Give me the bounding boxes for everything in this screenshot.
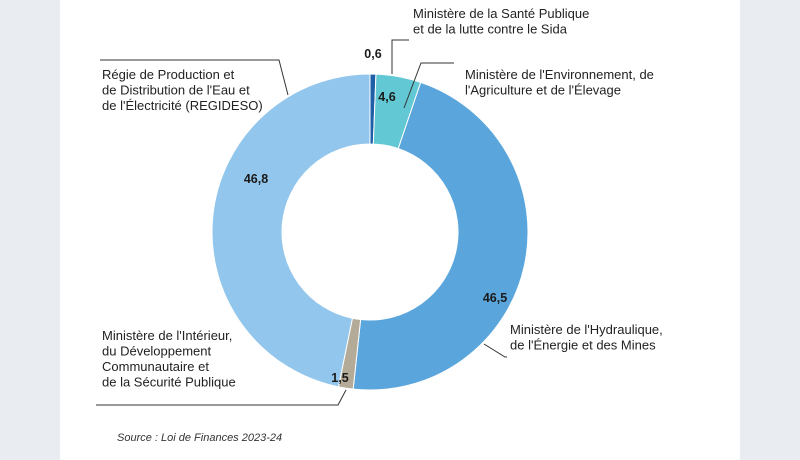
value-label-4: 1,5 (331, 371, 348, 385)
leader-line-1 (391, 39, 409, 74)
value-label-1: 0,6 (364, 47, 381, 61)
donut-slice-5 (211, 73, 371, 388)
slice-label-1: Ministère de la Santé Publique et de la l… (413, 6, 589, 37)
value-label-3: 46,5 (483, 291, 507, 305)
value-label-5: 46,8 (244, 172, 268, 186)
chart-card: 0,6 4,6 46,5 1,5 46,8 Ministère de la Santé … (60, 0, 740, 460)
donut-chart: 0,6 4,6 46,5 1,5 46,8 Ministère de la Santé … (96, 6, 663, 444)
value-label-2: 4,6 (378, 90, 395, 104)
leader-line-5 (100, 59, 289, 96)
donut-slice-3 (352, 81, 529, 391)
slice-label-4: Ministère de l'Intérieur, du Développemen… (102, 328, 236, 390)
slice-label-2: Ministère de l'Environnement, de l'Agricu… (465, 67, 654, 98)
leader-line-2 (403, 62, 454, 109)
leader-line-3 (483, 343, 507, 358)
source-note: Source : Loi de Finances 2023-24 (117, 432, 282, 444)
leader-line-4 (96, 389, 347, 406)
slice-label-5: Régie de Production et de Distribution de… (102, 67, 263, 113)
slice-label-3: Ministère de l'Hydraulique, de l'Énergie … (510, 322, 663, 353)
